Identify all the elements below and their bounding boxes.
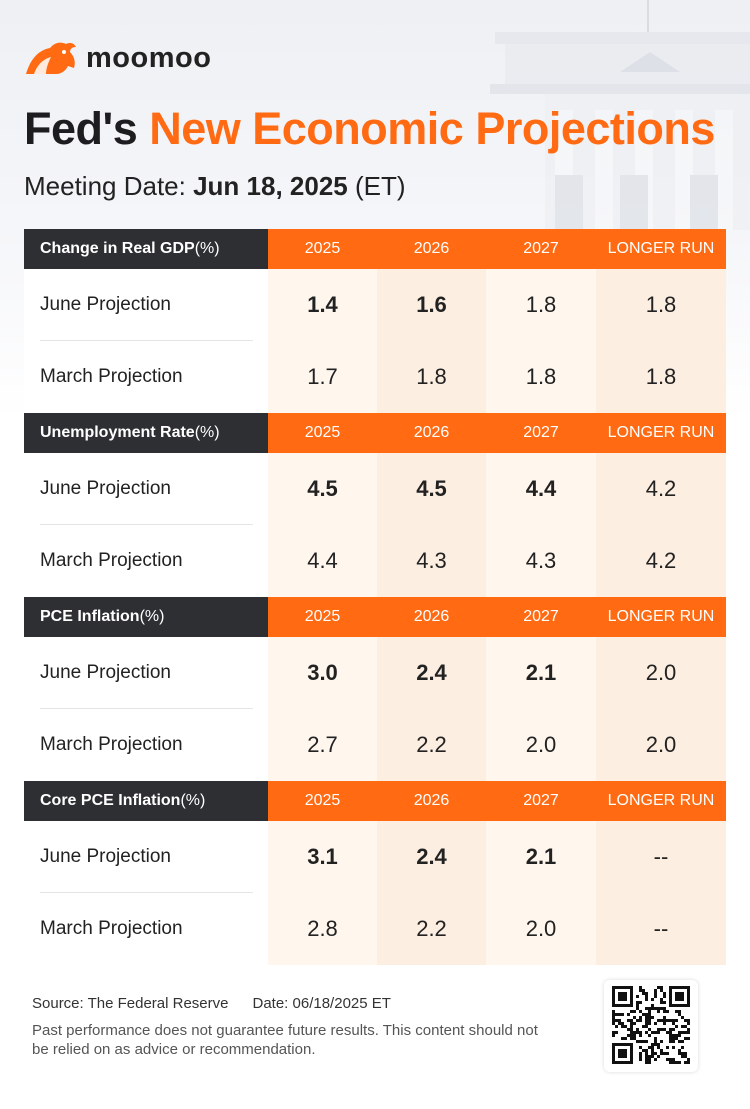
table-cell: -- [653, 844, 669, 869]
qr-code-icon [612, 986, 690, 1064]
table-cell: 2.0 [645, 660, 677, 685]
column-header: 2027 [486, 413, 596, 453]
row-label: June Projection [24, 821, 268, 893]
section-title: Change in Real GDP (%) [24, 229, 268, 269]
footer: Source: The Federal Reserve Date: 06/18/… [32, 995, 552, 1059]
table-cell: 2.2 [416, 916, 447, 941]
title-prefix: Fed's [24, 103, 150, 154]
table-cell: 4.5 [416, 476, 447, 501]
table-cell: 4.4 [525, 476, 557, 501]
table-row: June Projection 1.4 1.6 1.8 1.8 [24, 269, 726, 341]
section-header-pce: PCE Inflation (%) 2025 2026 2027 LONGER R… [24, 597, 726, 637]
moomoo-bull-logo-icon [26, 42, 76, 74]
meeting-date: Jun 18, 2025 [193, 171, 348, 201]
column-header: LONGER RUN [596, 781, 726, 821]
table-cell: 4.4 [307, 548, 338, 573]
table-cell: 1.6 [416, 292, 447, 317]
table-row: March Projection 2.8 2.2 2.0 -- [24, 893, 726, 965]
column-header: 2025 [268, 781, 377, 821]
table-cell: 1.7 [307, 364, 338, 389]
column-header: 2026 [377, 229, 486, 269]
column-header: 2027 [486, 781, 596, 821]
column-header: 2025 [268, 413, 377, 453]
column-header: LONGER RUN [596, 597, 726, 637]
table-cell: 2.7 [307, 732, 338, 757]
section-header-gdp: Change in Real GDP (%) 2025 2026 2027 LON… [24, 229, 726, 269]
section-header-unemployment: Unemployment Rate (%) 2025 2026 2027 LONG… [24, 413, 726, 453]
table-cell: 1.8 [645, 292, 677, 317]
section-title: PCE Inflation (%) [24, 597, 268, 637]
section-header-core-pce: Core PCE Inflation (%) 2025 2026 2027 LON… [24, 781, 726, 821]
table-cell: 1.4 [307, 292, 338, 317]
column-header: 2026 [377, 597, 486, 637]
table-cell: 4.3 [416, 548, 447, 573]
table-row: March Projection 2.7 2.2 2.0 2.0 [24, 709, 726, 781]
title-accent: New Economic Projections [149, 103, 715, 154]
meeting-label: Meeting Date: [24, 171, 194, 201]
table-cell: 2.4 [416, 660, 447, 685]
table-row: March Projection 4.4 4.3 4.3 4.2 [24, 525, 726, 597]
column-header: LONGER RUN [596, 229, 726, 269]
column-header: 2025 [268, 597, 377, 637]
brand-header: moomoo [24, 38, 211, 78]
table-cell: 2.8 [307, 916, 338, 941]
row-label: March Projection [40, 550, 183, 571]
table-cell: 4.2 [645, 548, 677, 573]
table-cell: 2.1 [525, 844, 557, 869]
section-title: Unemployment Rate (%) [24, 413, 268, 453]
table-cell: 1.8 [645, 364, 677, 389]
qr-code[interactable] [604, 980, 698, 1072]
report-date: Date: 06/18/2025 ET [252, 995, 391, 1012]
column-header: 2026 [377, 413, 486, 453]
column-header: 2027 [486, 229, 596, 269]
row-label: March Projection [40, 734, 183, 755]
table-cell: 1.8 [525, 292, 557, 317]
column-header: LONGER RUN [596, 413, 726, 453]
table-cell: 1.8 [525, 364, 557, 389]
row-label: March Projection [40, 918, 183, 939]
column-header: 2027 [486, 597, 596, 637]
meeting-timezone: (ET) [347, 171, 406, 201]
table-cell: 2.1 [525, 660, 557, 685]
table-cell: -- [653, 916, 669, 941]
row-label: March Projection [40, 366, 183, 387]
table-row: June Projection 3.1 2.4 2.1 -- [24, 821, 726, 893]
table-cell: 3.1 [307, 844, 338, 869]
source-text: Source: The Federal Reserve [32, 995, 229, 1012]
meeting-date-line: Meeting Date: Jun 18, 2025 (ET) [24, 171, 406, 202]
table-cell: 4.2 [645, 476, 677, 501]
row-label: June Projection [24, 269, 268, 341]
projections-table: Change in Real GDP (%) 2025 2026 2027 LON… [24, 229, 726, 965]
table-cell: 2.2 [416, 732, 447, 757]
column-header: 2026 [377, 781, 486, 821]
table-cell: 2.0 [525, 916, 557, 941]
table-cell: 2.4 [416, 844, 447, 869]
section-title: Core PCE Inflation (%) [24, 781, 268, 821]
table-cell: 1.8 [416, 364, 447, 389]
brand-name: moomoo [86, 41, 212, 74]
table-row: March Projection 1.7 1.8 1.8 1.8 [24, 341, 726, 413]
federal-reserve-building-illustration [490, 0, 750, 230]
page-title: Fed's New Economic Projections [24, 103, 715, 155]
table-cell: 2.0 [525, 732, 557, 757]
table-cell: 3.0 [307, 660, 338, 685]
table-cell: 2.0 [645, 732, 677, 757]
disclaimer: Past performance does not guarantee futu… [32, 1022, 538, 1058]
column-header: 2025 [268, 229, 377, 269]
row-label: June Projection [24, 453, 268, 525]
table-cell: 4.5 [307, 476, 338, 501]
table-cell: 4.3 [525, 548, 557, 573]
table-row: June Projection 3.0 2.4 2.1 2.0 [24, 637, 726, 709]
source-line: Source: The Federal Reserve Date: 06/18/… [32, 995, 552, 1012]
row-label: June Projection [24, 637, 268, 709]
table-row: June Projection 4.5 4.5 4.4 4.2 [24, 453, 726, 525]
